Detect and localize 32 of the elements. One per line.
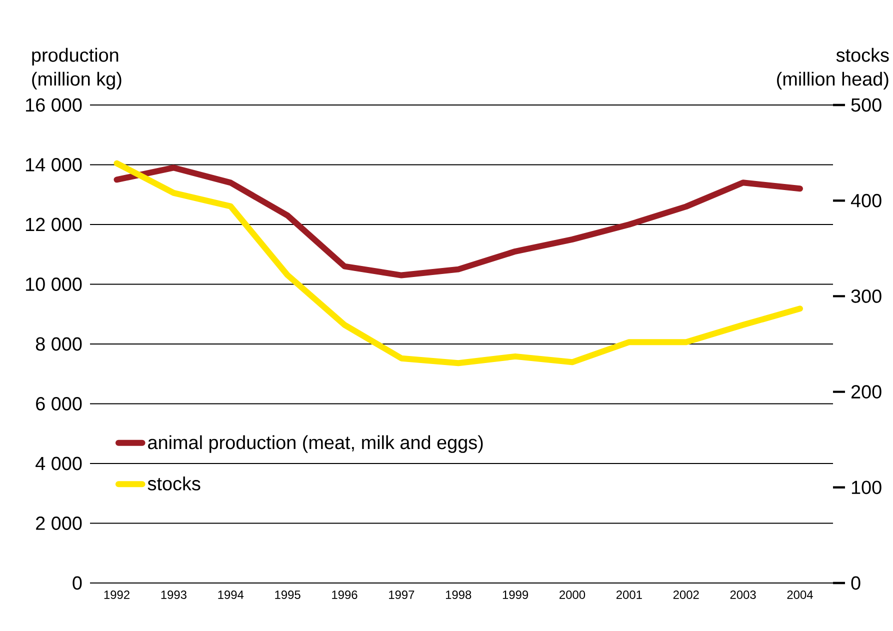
y-tick-label: 4 000: [36, 456, 82, 470]
x-tick-label: 2003: [730, 590, 756, 599]
y-tick-label: 14 000: [26, 158, 82, 172]
x-tick-label: 1994: [218, 590, 244, 599]
y2-axis-title: stocks (million head): [777, 48, 889, 90]
legend-label: animal production (meat, milk and eggs): [148, 435, 483, 453]
y2-tick-label: 300: [851, 289, 882, 303]
y2-tick-label: 500: [851, 98, 882, 112]
x-tick-label: 1998: [446, 590, 472, 599]
x-tick-label: 2000: [560, 590, 586, 599]
x-tick-label: 1993: [161, 590, 186, 599]
y2-tick-label: 400: [850, 194, 882, 208]
y-tick-label: 12 000: [26, 218, 82, 232]
x-tick-label: 1996: [332, 590, 358, 599]
y2-tick-label: 100: [852, 480, 882, 494]
y2-tick-label: 200: [851, 385, 882, 399]
y2-tick-label: 0: [851, 576, 860, 590]
legend-label: stocks: [148, 476, 200, 490]
y-tick-label: 16 000: [26, 98, 82, 112]
x-tick-label: 2004: [787, 590, 813, 599]
y-axis-title: production (million kg): [32, 48, 122, 90]
x-tick-label: 1992: [104, 590, 130, 599]
y-tick-label: 8 000: [36, 337, 82, 351]
x-tick-label: 1999: [502, 590, 528, 599]
x-tick-label: 1997: [389, 590, 414, 599]
y-tick-label: 6 000: [36, 397, 82, 410]
x-tick-label: 1995: [275, 590, 300, 599]
x-tick-label: 2001: [616, 590, 642, 599]
x-tick-label: 2002: [673, 590, 699, 599]
y-tick-label: 0: [72, 576, 82, 590]
y-tick-label: 10 000: [26, 278, 82, 291]
y-tick-label: 2 000: [36, 516, 82, 530]
